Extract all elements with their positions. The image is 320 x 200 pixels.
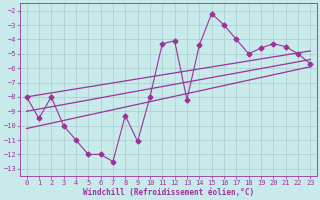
X-axis label: Windchill (Refroidissement éolien,°C): Windchill (Refroidissement éolien,°C)	[83, 188, 254, 197]
